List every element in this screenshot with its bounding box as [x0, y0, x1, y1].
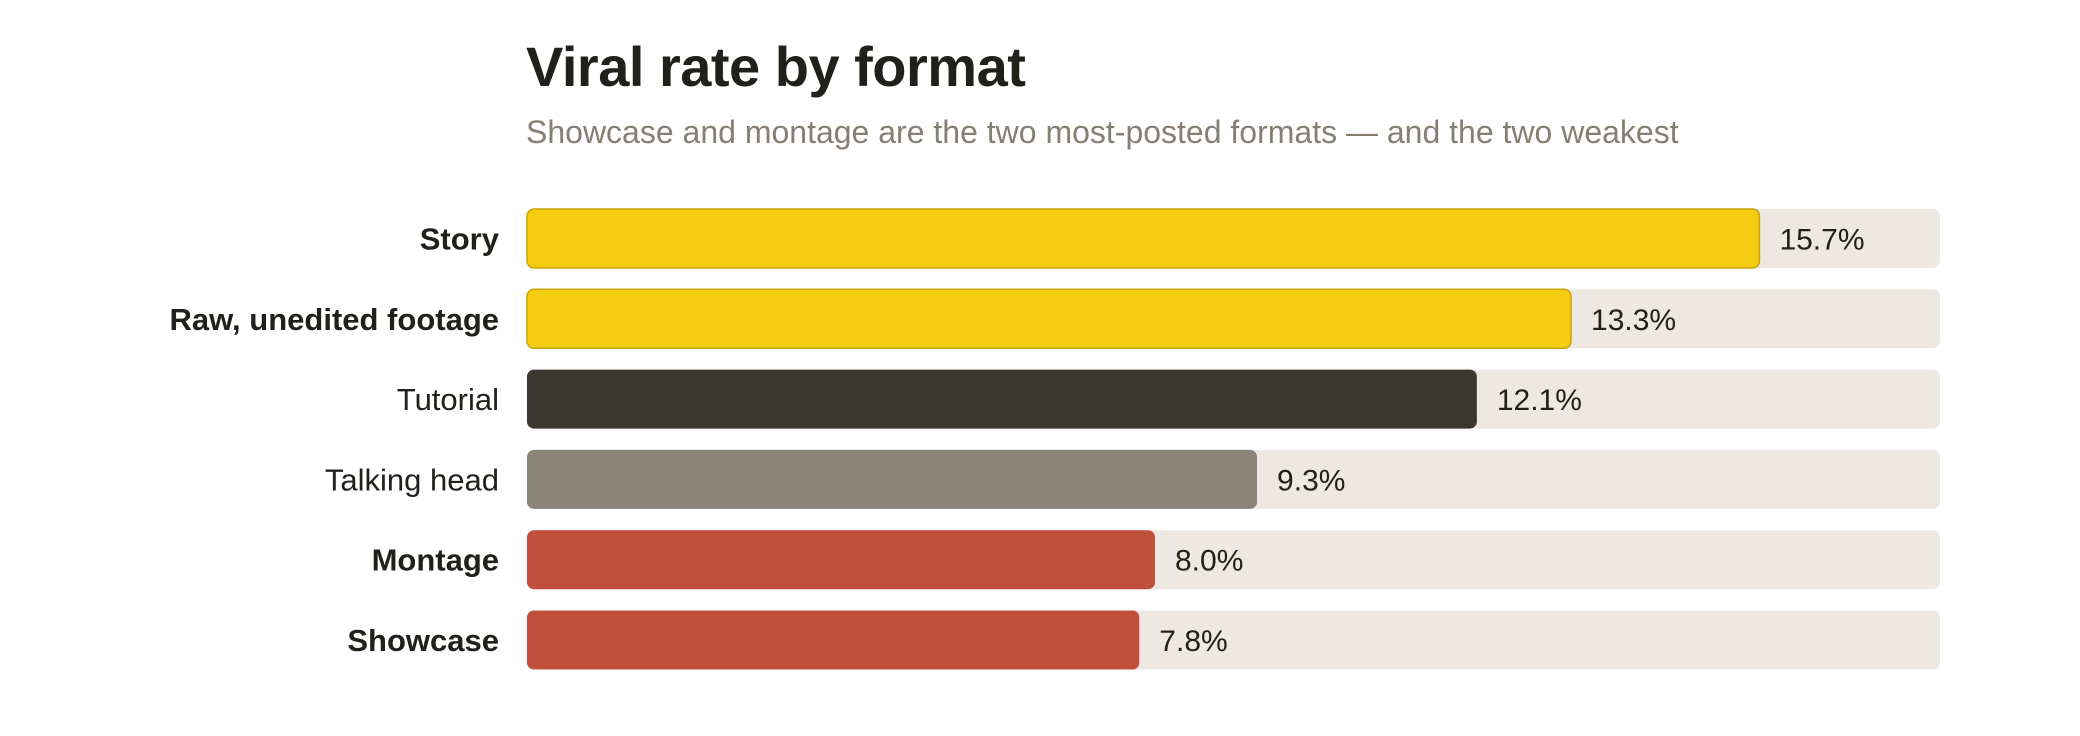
value-label: 12.1%: [1497, 384, 1582, 417]
value-label: 13.3%: [1591, 304, 1676, 337]
bar: [527, 530, 1155, 590]
category-label: Raw, unedited footage: [169, 302, 499, 337]
bar: [527, 610, 1140, 670]
category-label: Story: [420, 222, 500, 257]
value-label: 7.8%: [1159, 625, 1227, 658]
category-label: Talking head: [325, 462, 499, 497]
category-label: Tutorial: [397, 382, 499, 417]
bar: [526, 208, 1761, 269]
category-label: Montage: [372, 543, 499, 578]
bar: [527, 369, 1477, 429]
category-label: Showcase: [347, 623, 499, 658]
value-label: 8.0%: [1175, 545, 1243, 578]
chart-title: Viral rate by format: [526, 35, 1026, 98]
value-label: 15.7%: [1779, 224, 1864, 257]
chart-subtitle: Showcase and montage are the two most-po…: [526, 114, 1679, 150]
bar: [527, 449, 1258, 509]
value-label: 9.3%: [1277, 464, 1345, 497]
bar: [526, 288, 1572, 350]
